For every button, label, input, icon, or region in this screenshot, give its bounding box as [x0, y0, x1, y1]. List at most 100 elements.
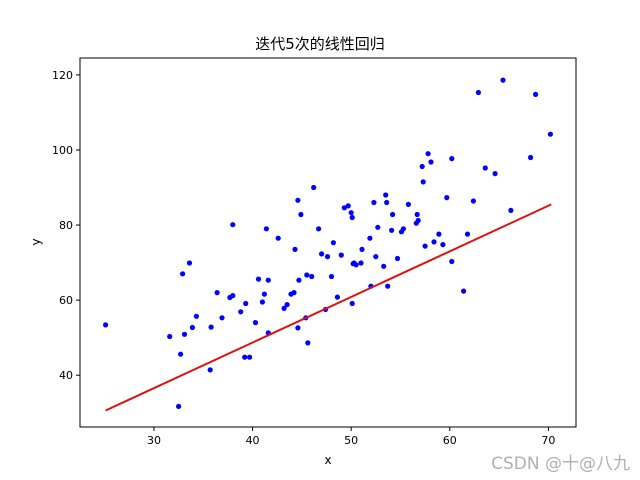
scatter-point-43: [319, 251, 325, 257]
scatter-point-88: [449, 258, 455, 265]
scatter-point-18: [243, 300, 249, 307]
scatter-point-80: [422, 243, 428, 249]
scatter-point-38: [304, 272, 310, 278]
scatter-point-62: [371, 199, 377, 206]
scatter-point-96: [508, 207, 514, 213]
scatter-point-83: [431, 239, 437, 245]
scatter-point-3: [178, 351, 184, 357]
scatter-point-77: [415, 217, 421, 224]
scatter-point-64: [375, 224, 381, 230]
scatter-point-49: [338, 252, 344, 258]
scatter-point-0: [103, 322, 109, 328]
scatter-point-58: [358, 260, 364, 266]
x-tick-label-50: 50: [344, 434, 358, 447]
scatter-point-87: [449, 156, 455, 162]
scatter-point-41: [311, 184, 317, 191]
scatter-point-71: [394, 255, 401, 262]
scatter-point-98: [533, 91, 539, 97]
scatter-point-24: [263, 226, 269, 232]
x-tick-label-60: 60: [443, 434, 457, 447]
scatter-point-34: [295, 197, 301, 203]
x-tick-label-40: 40: [246, 434, 260, 447]
scatter-point-73: [400, 226, 406, 232]
scatter-point-67: [384, 199, 390, 206]
scatter-point-2: [176, 403, 182, 409]
x-tick-label-30: 30: [147, 434, 161, 447]
scatter-point-51: [345, 203, 351, 209]
scatter-point-23: [261, 291, 267, 297]
scatter-point-42: [316, 226, 322, 232]
scatter-point-54: [349, 300, 355, 307]
scatter-point-47: [330, 240, 336, 246]
plot-area: [103, 77, 554, 412]
scatter-point-86: [444, 195, 450, 201]
scatter-point-1: [167, 333, 173, 340]
scatter-point-31: [291, 290, 297, 296]
scatter-point-32: [292, 246, 298, 252]
scatter-point-45: [324, 254, 331, 260]
scatter-point-19: [247, 354, 253, 360]
scatter-point-97: [528, 154, 534, 161]
scatter-point-21: [255, 276, 262, 282]
y-tick-label-40: 40: [59, 369, 73, 382]
scatter-point-25: [265, 277, 271, 283]
y-tick-label-60: 60: [59, 294, 73, 307]
scatter-point-15: [230, 222, 236, 228]
scatter-point-5: [181, 331, 188, 337]
scatter-point-28: [281, 305, 287, 311]
scatter-point-78: [419, 163, 425, 170]
scatter-point-84: [436, 231, 442, 237]
scatter-point-63: [373, 254, 379, 260]
scatter-point-57: [353, 262, 359, 268]
scatter-point-85: [440, 242, 446, 248]
scatter-point-12: [219, 315, 225, 321]
scatter-point-7: [189, 324, 195, 331]
y-tick-label-120: 120: [52, 69, 73, 82]
scatter-point-70: [390, 211, 396, 218]
scatter-point-74: [405, 201, 411, 207]
scatter-point-76: [414, 211, 420, 218]
y-tick-label-80: 80: [59, 219, 73, 232]
scatter-point-46: [328, 273, 335, 280]
scatter-point-95: [500, 77, 506, 83]
y-axis-label: y: [29, 238, 43, 245]
scatter-point-89: [461, 288, 467, 294]
scatter-point-99: [547, 131, 554, 137]
scatter-point-68: [385, 283, 391, 289]
x-axis-label: x: [324, 453, 331, 467]
axes-frame: [79, 57, 577, 428]
scatter-point-91: [470, 198, 476, 204]
scatter-point-52: [348, 210, 354, 216]
scatter-point-9: [207, 367, 213, 373]
scatter-point-82: [428, 159, 434, 165]
scatter-point-65: [381, 263, 387, 269]
scatter-point-29: [284, 302, 290, 308]
scatter-point-69: [389, 227, 395, 233]
scatter-point-50: [341, 205, 347, 211]
scatter-point-94: [492, 171, 498, 177]
scatter-point-35: [296, 277, 302, 283]
scatter-point-93: [482, 165, 488, 171]
scatter-point-6: [186, 260, 193, 266]
scatter-point-27: [275, 235, 281, 241]
scatter-point-79: [420, 179, 426, 185]
y-axis: 40 60 80 100 120: [52, 69, 80, 382]
scatter-point-48: [334, 294, 340, 300]
scatter-point-11: [214, 290, 220, 296]
scatter-point-66: [383, 192, 389, 198]
scatter-point-20: [252, 320, 259, 326]
scatter-point-59: [359, 246, 365, 252]
scatter-point-39: [305, 340, 311, 346]
watermark: CSDN @十@八九: [491, 454, 630, 474]
y-tick-label-100: 100: [52, 144, 73, 157]
x-tick-label-70: 70: [541, 434, 555, 447]
scatter-point-33: [295, 325, 301, 331]
scatter-point-14: [230, 293, 236, 299]
scatter-point-17: [242, 354, 248, 360]
scatter-point-40: [309, 273, 315, 280]
scatter-point-92: [475, 89, 481, 96]
regression-line: [105, 203, 552, 412]
scatter-point-16: [238, 309, 244, 315]
